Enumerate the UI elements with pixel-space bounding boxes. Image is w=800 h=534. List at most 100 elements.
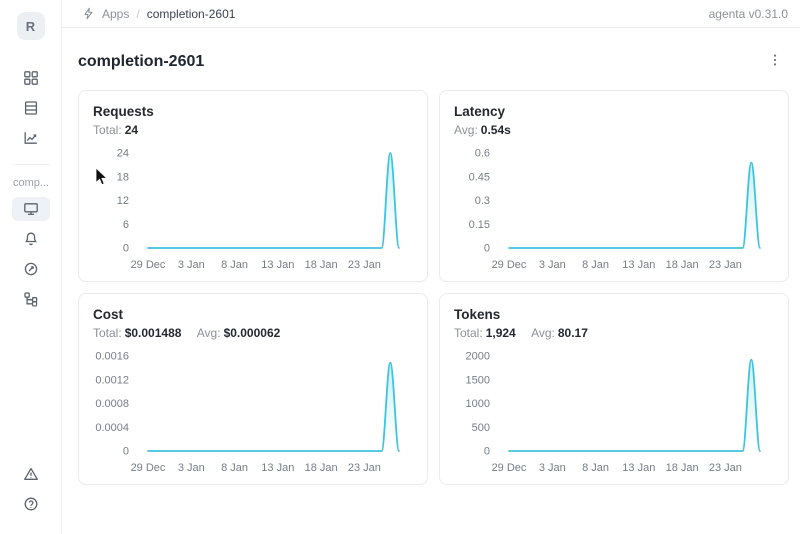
metric-card-tokens: Tokens Total: 1,924 Avg: 80.17 0 500 1000 150… [439, 293, 789, 485]
svg-text:23 Jan: 23 Jan [348, 259, 381, 271]
sidebar-divider [11, 164, 50, 165]
tokens-line-chart[interactable]: 0 500 1000 1500 2000 29 Dec 3 Jan 8 Jan 13 Jan 18… [454, 346, 774, 478]
svg-text:18 Jan: 18 Jan [305, 259, 338, 271]
stat-label: Avg: [531, 326, 555, 340]
grid-icon [23, 70, 39, 86]
cost-line-chart[interactable]: 0 0.0004 0.0008 0.0012 0.0016 29 Dec 3 Jan 8 Ja… [93, 346, 413, 478]
stat-value: 24 [124, 123, 139, 137]
breadcrumb: Apps / completion-2601 [82, 7, 235, 21]
svg-text:3 Jan: 3 Jan [539, 462, 566, 474]
card-stats: Avg: 0.54s [454, 123, 774, 138]
stat-label: Avg: [196, 326, 221, 340]
topbar: Apps / completion-2601 agenta v0.31.0 [62, 0, 800, 28]
svg-text:29 Dec: 29 Dec [131, 462, 166, 474]
stat-value: 1,924 [485, 326, 516, 340]
svg-text:8 Jan: 8 Jan [221, 259, 248, 271]
kebab-menu-button[interactable] [764, 51, 786, 73]
help-circle-icon [23, 496, 39, 512]
sidebar-item-evaluations[interactable] [12, 227, 50, 251]
svg-text:18: 18 [117, 171, 129, 183]
metrics-grid: Requests Total: 24 0 6 12 18 24 29 Dec 3 Jan 8 J… [78, 90, 789, 485]
metric-card-cost: Cost Total: $0.001488 Avg: $0.000062 0 0.00… [78, 293, 428, 485]
svg-text:0: 0 [123, 243, 129, 255]
stat-label: Avg: [454, 123, 478, 137]
svg-text:0: 0 [123, 446, 129, 458]
svg-text:13 Jan: 13 Jan [622, 462, 655, 474]
bolt-icon [82, 7, 95, 20]
warning-triangle-icon [23, 466, 39, 482]
gauge-icon [23, 261, 39, 277]
sidebar-item-observability[interactable] [12, 126, 50, 150]
svg-text:3 Jan: 3 Jan [539, 259, 566, 271]
svg-text:0.15: 0.15 [469, 219, 490, 231]
sidebar-item-help[interactable] [12, 492, 50, 516]
stat-label: Total: [93, 326, 122, 340]
sidebar-item-testsets[interactable] [12, 96, 50, 120]
breadcrumb-current: completion-2601 [146, 6, 236, 21]
svg-text:23 Jan: 23 Jan [709, 462, 742, 474]
main-area: Apps / completion-2601 agenta v0.31.0 co… [62, 0, 800, 534]
requests-line-chart[interactable]: 0 6 12 18 24 29 Dec 3 Jan 8 Jan 13 Jan 18 Jan 23 J… [93, 143, 413, 275]
breadcrumb-apps-link[interactable]: Apps [102, 6, 130, 21]
svg-text:0.0008: 0.0008 [95, 398, 129, 410]
card-title: Latency [454, 104, 506, 119]
sidebar-bottom [12, 462, 50, 534]
svg-text:3 Jan: 3 Jan [178, 259, 205, 271]
page-head: completion-2601 [78, 51, 786, 73]
svg-text:6: 6 [123, 219, 129, 231]
stat-value: $0.001488 [124, 326, 182, 340]
svg-text:12: 12 [117, 195, 129, 207]
svg-text:29 Dec: 29 Dec [492, 462, 527, 474]
sidebar-item-endpoints[interactable] [12, 287, 50, 311]
svg-text:18 Jan: 18 Jan [666, 462, 699, 474]
branch-icon [23, 291, 39, 307]
svg-text:0.0012: 0.0012 [95, 374, 129, 386]
svg-text:18 Jan: 18 Jan [666, 259, 699, 271]
latency-line-chart[interactable]: 0 0.15 0.3 0.45 0.6 29 Dec 3 Jan 8 Jan 13 Jan 18 … [454, 143, 774, 275]
sidebar-item-overview[interactable] [11, 197, 50, 221]
stat-label: Total: [454, 326, 483, 340]
svg-text:0.6: 0.6 [475, 148, 490, 160]
breadcrumb-separator: / [136, 6, 140, 21]
metric-card-requests: Requests Total: 24 0 6 12 18 24 29 Dec 3 Jan 8 J… [78, 90, 428, 282]
card-title: Cost [93, 307, 123, 322]
sidebar: R comp... [0, 0, 62, 534]
content: completion-2601 Requests Total: 24 0 6 12 18… [62, 28, 800, 485]
sidebar-item-dashboard[interactable] [12, 257, 50, 281]
svg-text:1000: 1000 [466, 398, 490, 410]
svg-text:29 Dec: 29 Dec [131, 259, 166, 271]
sidebar-item-apps[interactable] [12, 66, 50, 90]
svg-text:2000: 2000 [466, 351, 490, 363]
rows-icon [23, 100, 39, 116]
page-title: completion-2601 [78, 53, 205, 70]
svg-text:500: 500 [472, 422, 490, 434]
version-label: agenta v0.31.0 [708, 6, 788, 21]
svg-text:0: 0 [484, 446, 490, 458]
svg-text:3 Jan: 3 Jan [178, 462, 205, 474]
sidebar-section-label: comp... [13, 177, 50, 189]
svg-text:0.3: 0.3 [475, 195, 490, 207]
card-title: Tokens [454, 307, 501, 322]
svg-text:24: 24 [117, 148, 129, 160]
svg-text:0.0016: 0.0016 [95, 351, 129, 363]
card-stats: Total: 24 [93, 123, 413, 138]
card-stats: Total: 1,924 Avg: 80.17 [454, 326, 774, 341]
kebab-menu-icon [768, 53, 782, 72]
stat-value: 80.17 [557, 326, 588, 340]
svg-text:0.0004: 0.0004 [95, 422, 129, 434]
chart-line-icon [23, 130, 39, 146]
svg-text:8 Jan: 8 Jan [221, 462, 248, 474]
stat-label: Total: [93, 123, 122, 137]
bell-icon [23, 231, 39, 247]
workspace-avatar[interactable]: R [16, 12, 45, 40]
svg-text:13 Jan: 13 Jan [261, 259, 294, 271]
svg-text:23 Jan: 23 Jan [348, 462, 381, 474]
svg-text:13 Jan: 13 Jan [261, 462, 294, 474]
svg-text:8 Jan: 8 Jan [582, 462, 609, 474]
svg-text:8 Jan: 8 Jan [582, 259, 609, 271]
svg-text:13 Jan: 13 Jan [622, 259, 655, 271]
svg-text:0.45: 0.45 [469, 171, 490, 183]
sidebar-item-alerts[interactable] [12, 462, 50, 486]
svg-text:18 Jan: 18 Jan [305, 462, 338, 474]
svg-text:1500: 1500 [466, 374, 490, 386]
